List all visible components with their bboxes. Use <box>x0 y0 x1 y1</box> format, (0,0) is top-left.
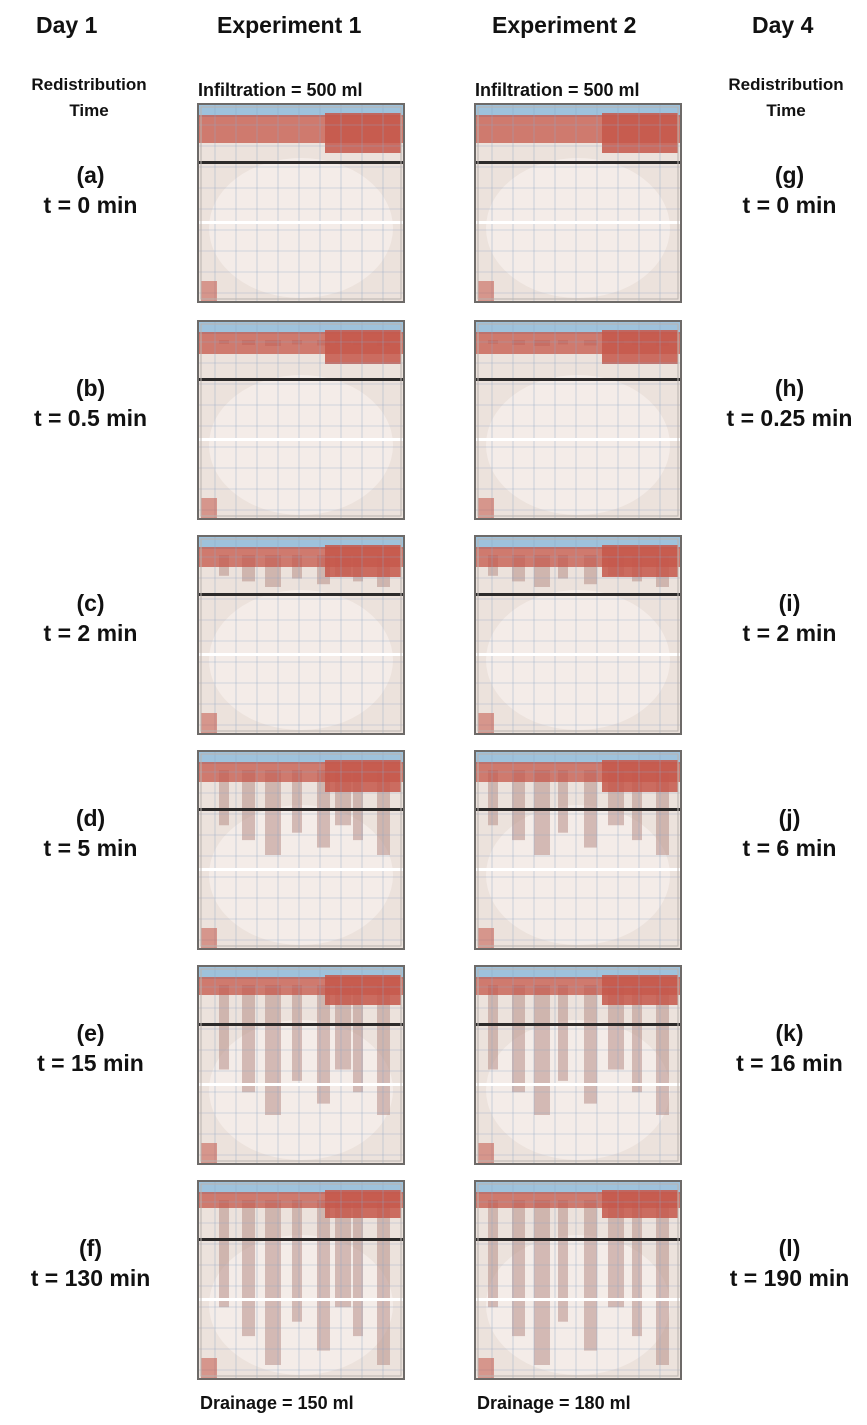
redistribution-time-value: t = 6 min <box>742 835 837 861</box>
row-label-right-4: (j) t = 6 min <box>712 803 867 863</box>
drainage-note-exp2: Drainage = 180 ml <box>477 1393 631 1413</box>
panel-letter: (l) <box>778 1235 801 1261</box>
redistribution-time-text: Redistribution Time <box>31 75 147 120</box>
chamber-photo-graphic <box>197 1180 405 1380</box>
redistribution-time-value: t = 0.5 min <box>33 405 148 431</box>
drainage-note-exp1: Drainage = 150 ml <box>200 1393 354 1413</box>
redistribution-time-value: t = 130 min <box>30 1265 151 1291</box>
redistribution-time-value: t = 0 min <box>742 192 837 218</box>
panel-letter: (i) <box>778 590 801 616</box>
chamber-photo-exp2-row-2 <box>474 320 682 520</box>
row-label-right-6: (l) t = 190 min <box>712 1233 867 1293</box>
header-day1: Day 1 <box>36 12 98 38</box>
chamber-photo-exp2-row-5 <box>474 965 682 1165</box>
infiltration-note-exp2: Infiltration = 500 ml <box>475 80 640 100</box>
panel-letter: (k) <box>775 1020 804 1046</box>
redistribution-time-value: t = 15 min <box>37 1050 144 1076</box>
panel-letter: (h) <box>774 375 805 401</box>
panel-letter: (f) <box>79 1235 102 1261</box>
chamber-photo-exp1-row-2 <box>197 320 405 520</box>
header-day4: Day 4 <box>752 12 814 38</box>
chamber-photo-graphic <box>197 103 405 303</box>
chamber-photo-exp1-row-4 <box>197 750 405 950</box>
redistribution-time-value: t = 2 min <box>742 620 837 646</box>
chamber-photo-exp2-row-6 <box>474 1180 682 1380</box>
panel-letter: (g) <box>774 162 805 188</box>
chamber-photo-graphic <box>474 320 682 520</box>
panel-letter: (c) <box>76 590 105 616</box>
row-label-left-6: (f) t = 130 min <box>13 1233 168 1293</box>
redistribution-time-text: Redistribution Time <box>728 75 844 120</box>
chamber-photo-exp2-row-3 <box>474 535 682 735</box>
row-label-left-1: (a) t = 0 min <box>13 160 168 220</box>
panel-letter: (a) <box>76 162 105 188</box>
chamber-photo-graphic <box>197 535 405 735</box>
redistribution-time-value: t = 2 min <box>43 620 138 646</box>
chamber-photo-exp2-row-4 <box>474 750 682 950</box>
redistribution-time-value: t = 0.25 min <box>726 405 853 431</box>
redistribution-time-value: t = 5 min <box>43 835 138 861</box>
infiltration-note-exp1: Infiltration = 500 ml <box>198 80 363 100</box>
redistribution-time-value: t = 190 min <box>729 1265 850 1291</box>
panel-letter: (b) <box>75 375 106 401</box>
chamber-photo-graphic <box>197 965 405 1165</box>
chamber-photo-exp2-row-1 <box>474 103 682 303</box>
chamber-photo-graphic <box>474 103 682 303</box>
header-experiment-2: Experiment 2 <box>492 12 637 38</box>
redistribution-time-value: t = 16 min <box>736 1050 843 1076</box>
chamber-photo-graphic <box>197 320 405 520</box>
row-label-left-5: (e) t = 15 min <box>13 1018 168 1078</box>
header-experiment-1: Experiment 1 <box>217 12 362 38</box>
redistribution-time-value: t = 0 min <box>43 192 138 218</box>
chamber-photo-graphic <box>474 1180 682 1380</box>
redistribution-time-label-left: Redistribution Time <box>10 72 168 124</box>
row-label-right-1: (g) t = 0 min <box>712 160 867 220</box>
row-label-left-2: (b) t = 0.5 min <box>13 373 168 433</box>
row-label-left-4: (d) t = 5 min <box>13 803 168 863</box>
chamber-photo-exp1-row-6 <box>197 1180 405 1380</box>
chamber-photo-exp1-row-5 <box>197 965 405 1165</box>
row-label-right-2: (h) t = 0.25 min <box>712 373 867 433</box>
row-label-left-3: (c) t = 2 min <box>13 588 168 648</box>
chamber-photo-graphic <box>474 750 682 950</box>
chamber-photo-exp1-row-3 <box>197 535 405 735</box>
chamber-photo-graphic <box>197 750 405 950</box>
panel-letter: (e) <box>76 1020 105 1046</box>
chamber-photo-graphic <box>474 965 682 1165</box>
row-label-right-5: (k) t = 16 min <box>712 1018 867 1078</box>
chamber-photo-exp1-row-1 <box>197 103 405 303</box>
row-label-right-3: (i) t = 2 min <box>712 588 867 648</box>
panel-letter: (j) <box>778 805 801 831</box>
redistribution-time-label-right: Redistribution Time <box>707 72 865 124</box>
panel-letter: (d) <box>75 805 106 831</box>
chamber-photo-graphic <box>474 535 682 735</box>
